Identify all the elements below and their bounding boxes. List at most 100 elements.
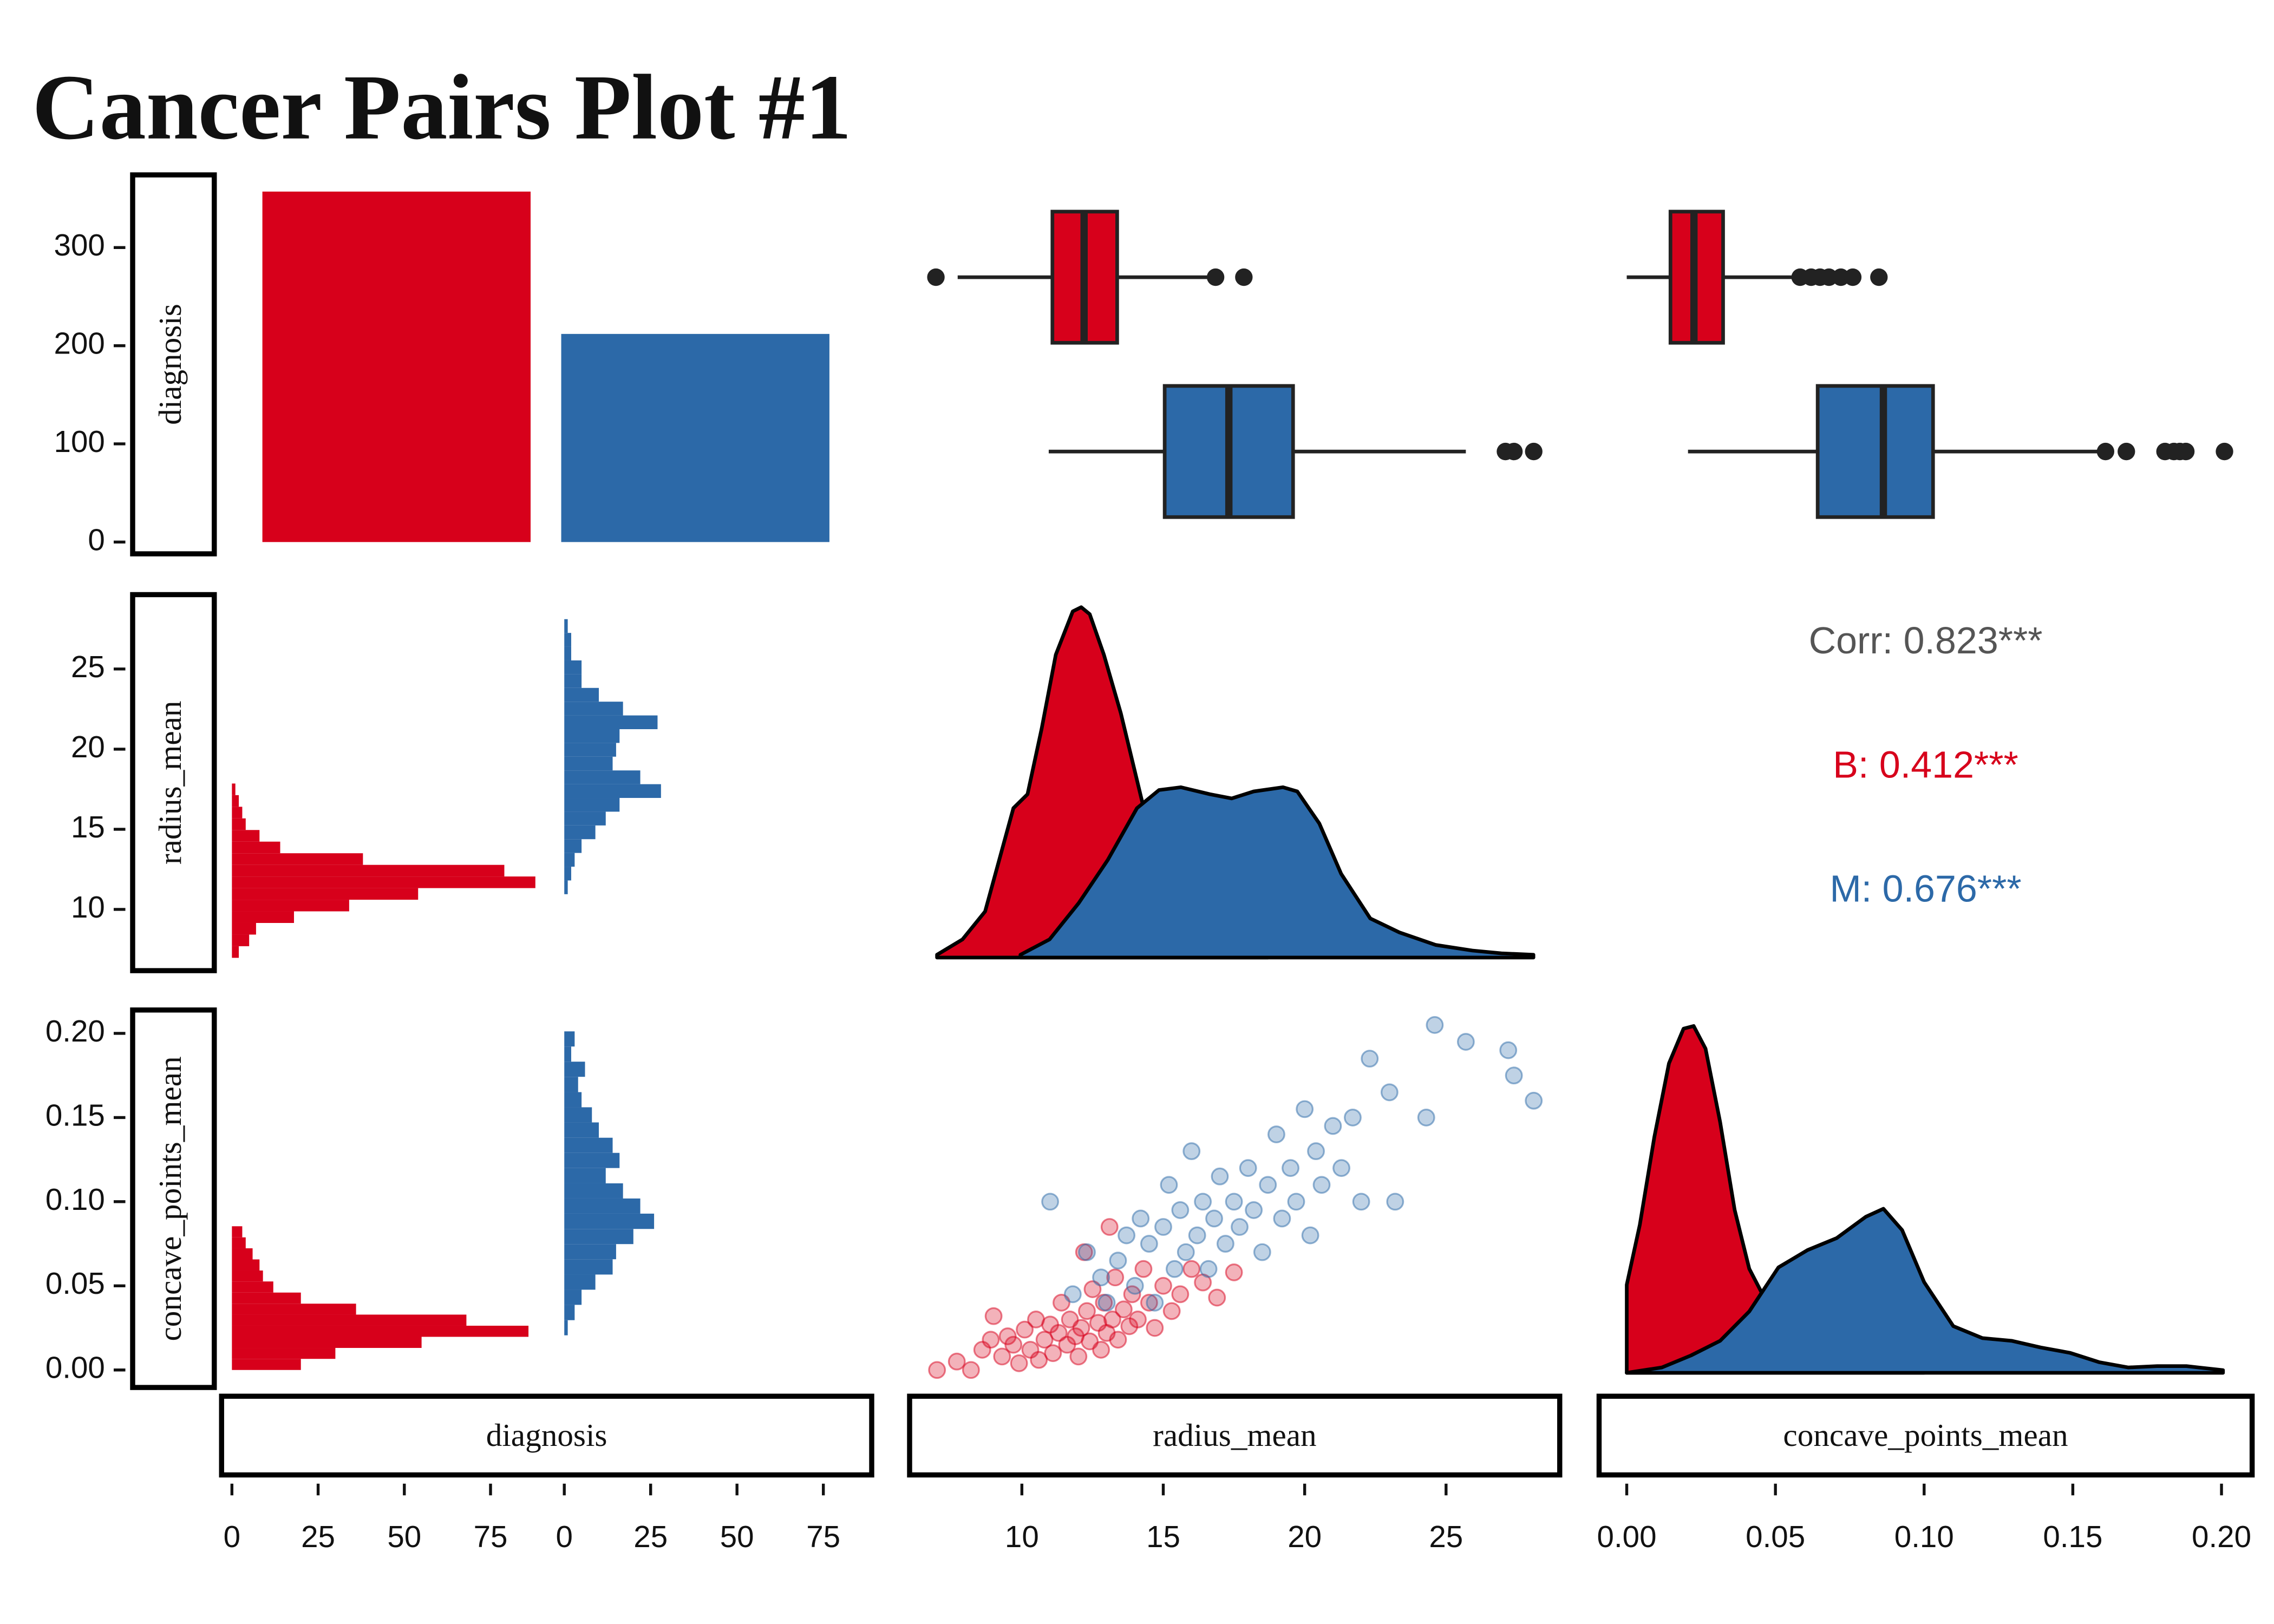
scatter-point xyxy=(1344,1108,1362,1127)
scatter-point xyxy=(1380,1083,1399,1102)
histogram-bar xyxy=(232,841,280,854)
row-label: radius_mean xyxy=(152,700,188,865)
histogram-bar xyxy=(232,818,246,830)
histogram-bar xyxy=(232,783,236,795)
chart-title: Cancer Pairs Plot #1 xyxy=(32,56,852,159)
scatter-point xyxy=(1188,1226,1206,1245)
scatter-point xyxy=(1361,1050,1379,1068)
scatter-point xyxy=(1069,1347,1088,1366)
histogram-bar xyxy=(564,1077,578,1092)
outlier xyxy=(1844,268,1862,286)
scatter-point xyxy=(1103,1311,1121,1328)
scatter-point xyxy=(1092,1341,1110,1359)
histogram-bar xyxy=(232,795,239,807)
scatter-point xyxy=(1154,1276,1172,1295)
histogram-bar xyxy=(564,1198,641,1214)
column-strip xyxy=(907,1393,1563,1478)
histogram-bar xyxy=(232,934,250,946)
outlier xyxy=(2216,442,2233,461)
row-label: concave_points_mean xyxy=(152,1056,188,1341)
scatter-point xyxy=(1253,1243,1271,1261)
scatter-point xyxy=(948,1352,966,1371)
column-label: diagnosis xyxy=(486,1417,607,1453)
scatter-point xyxy=(1132,1209,1150,1228)
histogram-bar xyxy=(564,867,571,881)
histogram-bar xyxy=(564,729,620,743)
outlier xyxy=(1870,268,1888,286)
histogram-bar xyxy=(232,1226,243,1237)
x-tick-label: 0.15 xyxy=(2043,1520,2102,1554)
x-tick-label: 15 xyxy=(1146,1520,1180,1554)
scatter-point xyxy=(1030,1351,1048,1369)
scatter-point xyxy=(1296,1100,1314,1118)
histogram-bar xyxy=(232,1325,529,1337)
scatter-point xyxy=(1162,1302,1181,1320)
scatter-point xyxy=(1282,1159,1299,1177)
y-tick-label: 0.00 xyxy=(45,1351,105,1385)
scatter-point xyxy=(1267,1125,1285,1143)
histogram-bar xyxy=(232,1348,336,1359)
x-tick-label: 25 xyxy=(301,1520,335,1554)
scatter-point xyxy=(928,1361,946,1379)
scatter-point xyxy=(1225,1193,1243,1211)
histogram-bar xyxy=(564,811,606,826)
histogram-bar xyxy=(232,1248,253,1260)
y-tick-label: 0.10 xyxy=(45,1182,105,1216)
histogram-bar xyxy=(232,922,256,935)
scatter-point xyxy=(1004,1335,1023,1354)
outlier xyxy=(1206,268,1225,286)
scatter-point xyxy=(1072,1319,1090,1337)
histogram-bar xyxy=(564,702,623,716)
scatter-point xyxy=(1146,1293,1164,1312)
histogram-bar xyxy=(232,1304,356,1315)
scatter-point xyxy=(1352,1193,1370,1211)
scatter-point xyxy=(982,1331,1000,1349)
histogram-bar xyxy=(232,900,349,912)
scatter-point xyxy=(1199,1260,1218,1278)
scatter-point xyxy=(1114,1300,1133,1319)
histogram-bar xyxy=(564,839,582,853)
row-strip xyxy=(130,592,217,973)
scatter-point xyxy=(1140,1235,1158,1253)
histogram-bar xyxy=(564,1107,592,1123)
scatter-point xyxy=(1126,1276,1144,1295)
scatter-point xyxy=(1426,1016,1444,1034)
x-tick-label: 20 xyxy=(1288,1520,1322,1554)
histogram-bar xyxy=(232,807,243,818)
histogram-bar xyxy=(564,1229,633,1245)
scatter-point xyxy=(1182,1142,1201,1161)
correlation-text: B: 0.412*** xyxy=(1833,743,2018,785)
histogram-bar xyxy=(232,1281,273,1293)
histogram-bar xyxy=(232,1237,246,1248)
histogram-bar xyxy=(564,646,571,660)
scatter-point xyxy=(1063,1285,1082,1304)
scatter-point xyxy=(1044,1344,1062,1363)
scatter-point xyxy=(1386,1193,1404,1211)
y-tick-label: 0 xyxy=(88,522,104,556)
bar xyxy=(561,333,829,542)
histogram-bar xyxy=(232,1337,422,1348)
histogram-bar xyxy=(232,1314,467,1326)
column-label: concave_points_mean xyxy=(1783,1417,2068,1453)
scatter-point xyxy=(1010,1354,1028,1372)
outlier xyxy=(2096,442,2114,461)
row-strip xyxy=(130,1007,217,1390)
histogram-bar xyxy=(564,784,661,798)
density-area xyxy=(1018,785,1535,960)
scatter-point xyxy=(1505,1066,1523,1085)
histogram-bar xyxy=(564,1031,575,1047)
y-tick-label: 0.20 xyxy=(45,1014,105,1048)
density-area xyxy=(1625,1207,2225,1375)
outlier xyxy=(927,268,945,286)
histogram-bar xyxy=(564,1092,582,1108)
outlier xyxy=(1235,268,1253,286)
box xyxy=(1815,384,1935,519)
histogram-bar xyxy=(564,619,568,633)
scatter-point xyxy=(1273,1209,1291,1228)
scatter-point xyxy=(1225,1263,1243,1281)
scatter-point xyxy=(1182,1260,1201,1278)
scatter-point xyxy=(1078,1302,1096,1320)
correlation-text: M: 0.676*** xyxy=(1829,868,2021,910)
histogram-bar xyxy=(232,1271,263,1282)
